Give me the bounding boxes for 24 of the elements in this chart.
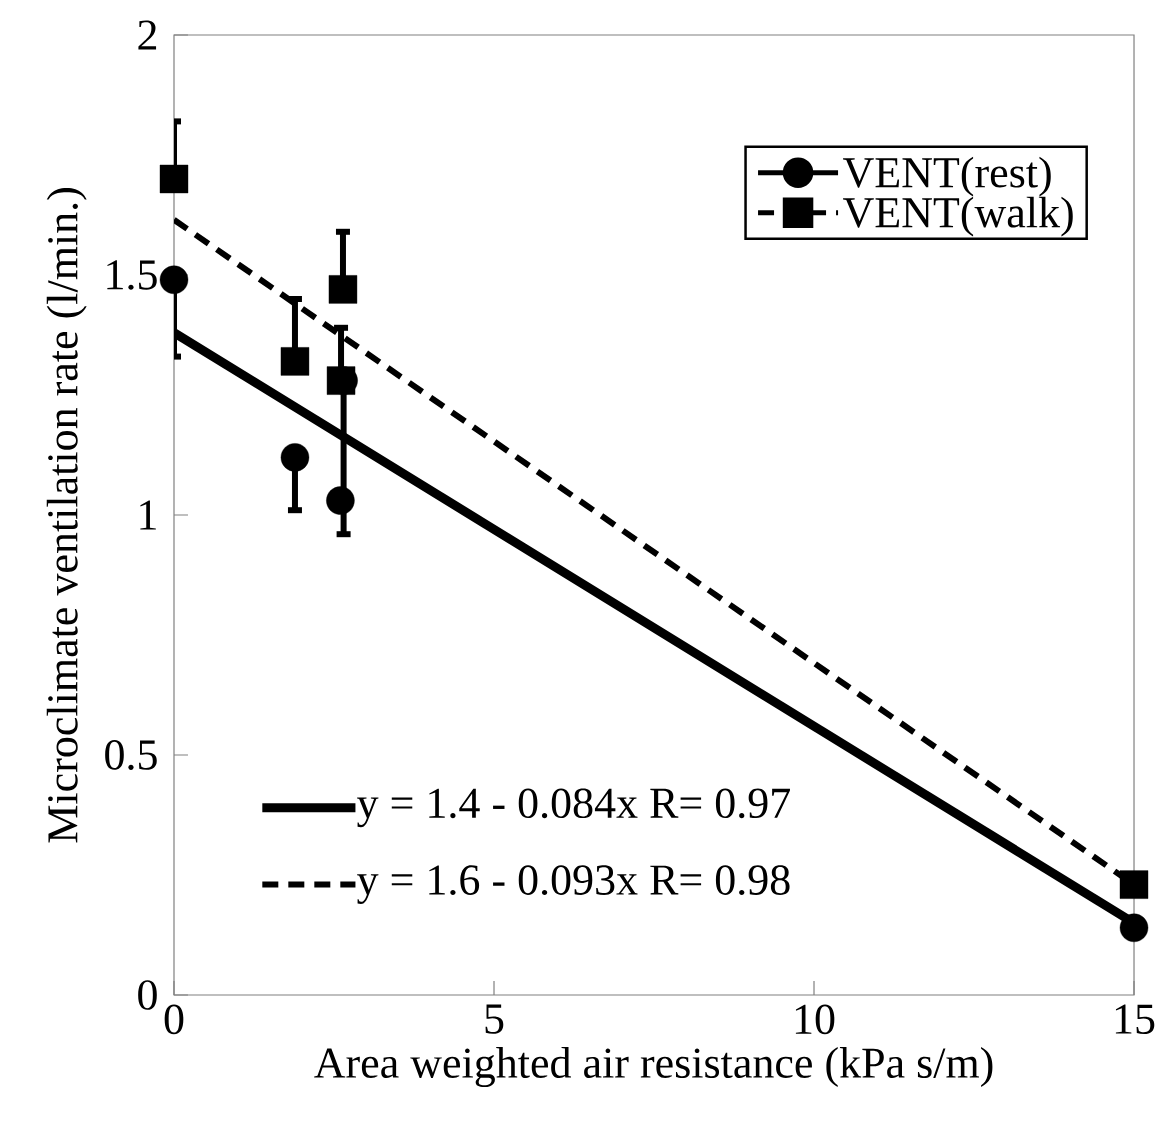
point bbox=[159, 265, 189, 294]
annotation: y = 1.4 - 0.084x R= 0.97 bbox=[357, 788, 790, 828]
point bbox=[159, 164, 189, 194]
x-tick-label: 5 bbox=[485, 1004, 504, 1034]
point bbox=[326, 486, 355, 515]
x-tick-label: 15 bbox=[1115, 1004, 1155, 1034]
point bbox=[280, 443, 310, 472]
y-tick-label: 0 bbox=[138, 980, 157, 1010]
point bbox=[326, 366, 356, 395]
annotation: y = 1.6 - 0.093x R= 0.98 bbox=[357, 865, 790, 904]
point bbox=[280, 347, 310, 376]
x-tick-label: 0 bbox=[164, 1004, 184, 1035]
y-axis-title: Microclimate ventilation rate (l/min.) bbox=[46, 188, 87, 843]
legend-label: VENT(rest) bbox=[843, 156, 1051, 197]
point bbox=[328, 275, 358, 304]
y-tick-label: 0.5 bbox=[105, 740, 157, 770]
point bbox=[1119, 870, 1149, 899]
legend-label: VENT(walk) bbox=[843, 196, 1073, 237]
y-tick-label: 1 bbox=[140, 500, 156, 530]
y-tick-label: 1.5 bbox=[107, 260, 157, 290]
y-tick-label: 2 bbox=[138, 20, 157, 50]
x-axis-title: Area weighted air resistance (kPa s/m) bbox=[314, 1047, 993, 1088]
x-tick-label: 10 bbox=[795, 1004, 835, 1035]
point bbox=[1119, 913, 1149, 942]
